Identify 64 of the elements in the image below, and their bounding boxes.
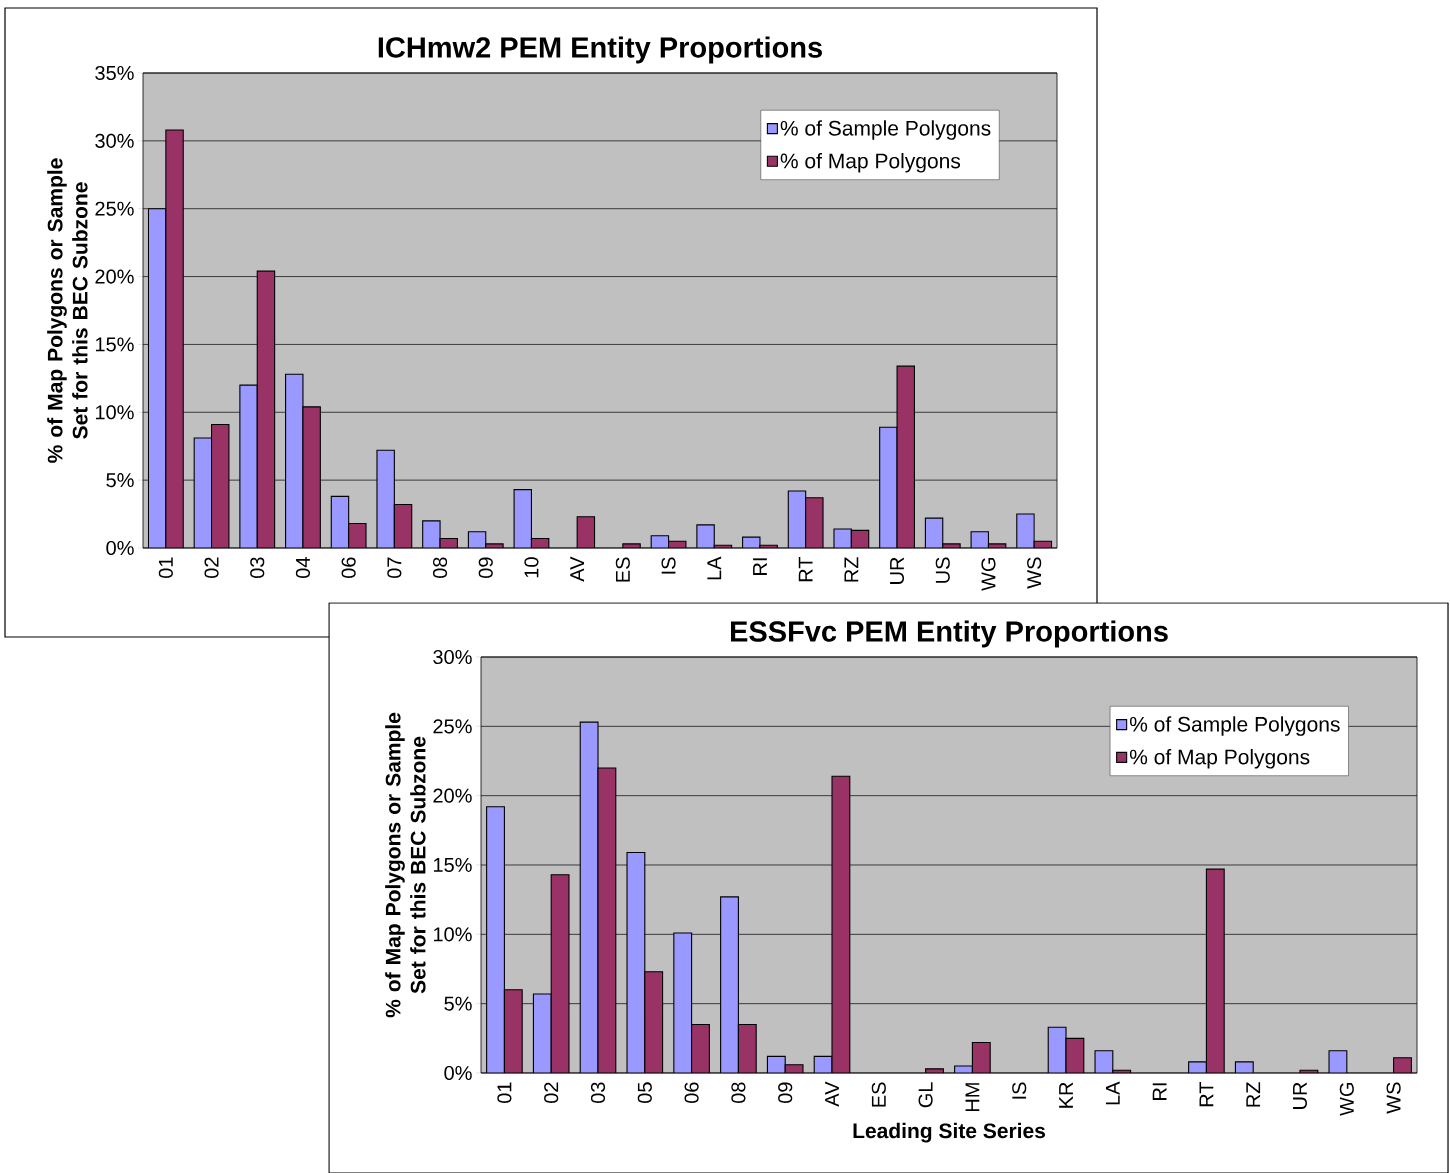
y-tick-label: 25% (95, 201, 134, 216)
x-tick-label: RZ (844, 557, 859, 582)
legend-label: % of Map Polygons (1129, 749, 1310, 769)
x-tick-label: RZ (1246, 1082, 1261, 1107)
x-axis-title: Leading Site Series (853, 1122, 1046, 1143)
x-tick-label: WG (1339, 1083, 1354, 1116)
x-tick-label: HM (965, 1083, 980, 1111)
x-tick-label: LA (1105, 1081, 1120, 1105)
x-tick-label: 01 (497, 1082, 512, 1103)
x-tick-label: 03 (250, 557, 265, 578)
x-tick-label: ES (871, 1082, 886, 1107)
y-axis-title: % of Map Polygons or Sample Set for this BEC Subzone (385, 712, 426, 1018)
x-tick-label: UR (890, 557, 905, 584)
x-tick-label: 02 (204, 557, 219, 578)
y-tick-label: 30% (433, 649, 472, 665)
x-tick-label: 08 (731, 1082, 746, 1103)
x-tick-label: RI (1152, 1083, 1167, 1100)
x-tick-label: US (935, 557, 950, 583)
y-tick-label: 5% (444, 996, 472, 1011)
y-tick-label: 30% (95, 133, 134, 148)
y-tick-label: 10% (433, 927, 472, 942)
y-tick-label: 0% (106, 540, 134, 556)
x-tick-label: IS (1012, 1082, 1027, 1099)
x-tick-label: AV (570, 556, 585, 582)
legend-label: % of Sample Polygons (780, 120, 991, 140)
x-tick-label: WS (1027, 557, 1042, 589)
x-tick-label: WG (981, 558, 996, 591)
x-tick-label: IS (661, 557, 676, 574)
y-tick-label: 20% (95, 269, 134, 284)
x-tick-label: 04 (295, 557, 311, 578)
y-tick-label: 20% (433, 788, 472, 803)
x-tick-label: 10 (524, 557, 539, 578)
legend-label: % of Map Polygons (780, 152, 961, 173)
y-tick-label: 35% (95, 65, 134, 81)
x-tick-label: RI (753, 558, 767, 575)
y-tick-label: 25% (433, 719, 472, 734)
x-tick-label: RT (798, 556, 813, 582)
chart-title: ESSFvc PEM Entity Proportions (731, 620, 1168, 648)
x-tick-label: RT (1199, 1081, 1214, 1107)
y-tick-label: 15% (433, 857, 472, 873)
x-tick-label: 05 (637, 1082, 652, 1103)
y-tick-label: 5% (106, 473, 134, 488)
x-tick-label: WS (1386, 1082, 1401, 1114)
x-tick-label: 06 (684, 1082, 699, 1103)
x-tick-label: 03 (590, 1082, 606, 1103)
y-tick-label: 10% (95, 405, 134, 420)
y-tick-label: 15% (95, 337, 134, 352)
legend-label: % of Sample Polygons (1129, 716, 1340, 736)
x-tick-label: GL (918, 1082, 933, 1108)
x-tick-label: 09 (478, 557, 493, 578)
x-tick-label: UR (1293, 1082, 1307, 1109)
chart-title: ICHmw2 PEM Entity Proportions (378, 36, 822, 64)
x-tick-label: 09 (778, 1082, 793, 1103)
x-tick-label: 01 (158, 557, 173, 578)
x-tick-label: 06 (341, 557, 356, 578)
x-tick-label: ES (615, 557, 630, 582)
x-tick-label: 07 (387, 557, 402, 578)
x-tick-label: KR (1059, 1082, 1073, 1108)
x-tick-label: 02 (544, 1082, 559, 1103)
y-tick-label: 0% (444, 1065, 472, 1081)
x-tick-label: AV (825, 1081, 839, 1107)
x-tick-label: LA (707, 556, 722, 580)
x-tick-label: 08 (432, 557, 448, 578)
y-axis-title: % of Map Polygons or Sample Set for this BEC Subzone (47, 158, 88, 463)
